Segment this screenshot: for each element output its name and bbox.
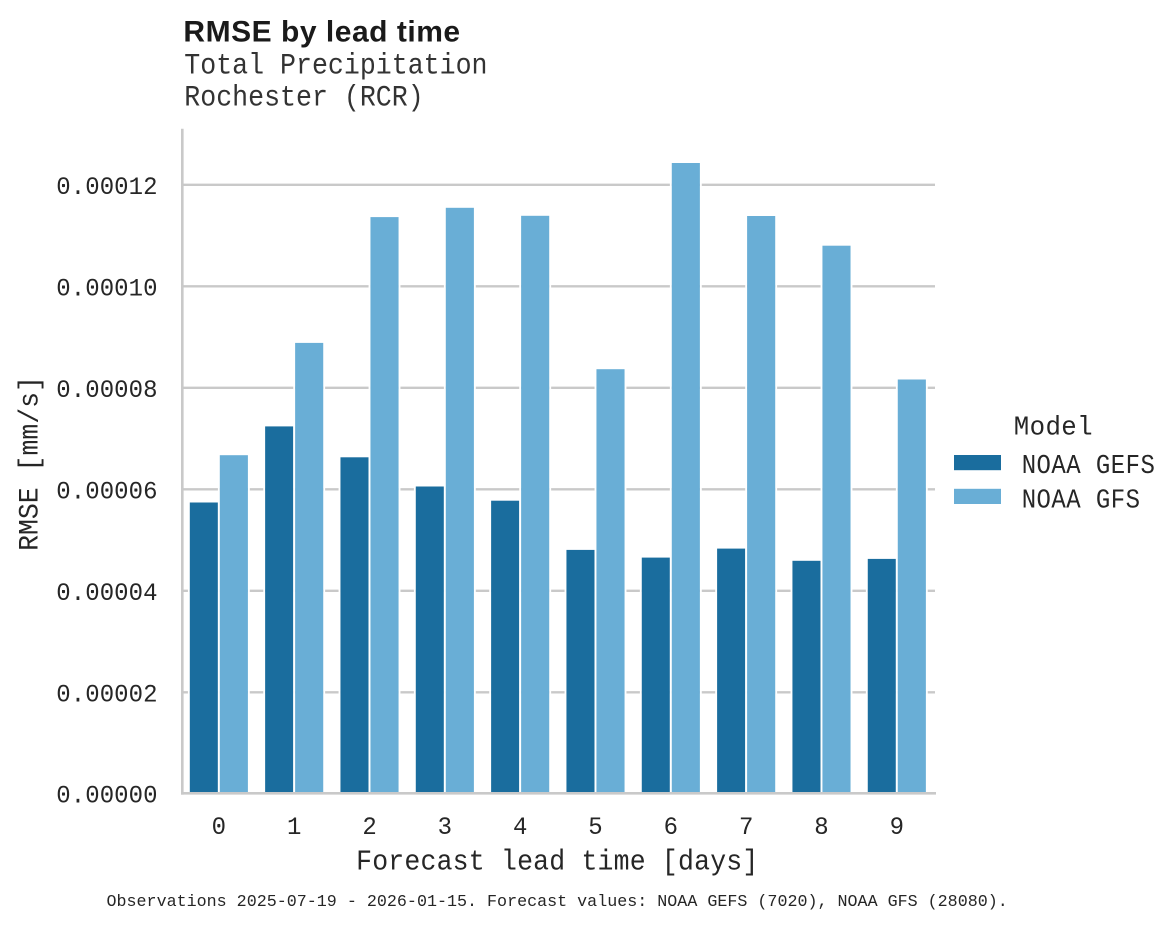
svg-text:0.00004: 0.00004 (56, 580, 157, 608)
svg-text:0.00002: 0.00002 (56, 682, 157, 710)
svg-text:Model: Model (1014, 412, 1093, 443)
svg-text:6: 6 (664, 815, 678, 843)
svg-text:0: 0 (212, 815, 226, 843)
svg-text:0.00008: 0.00008 (56, 377, 157, 405)
svg-text:Rochester (RCR): Rochester (RCR) (184, 82, 423, 114)
svg-text:0.00010: 0.00010 (56, 276, 157, 304)
svg-text:NOAA GFS: NOAA GFS (1022, 485, 1141, 515)
svg-text:2: 2 (362, 815, 376, 843)
svg-text:RMSE [mm/s]: RMSE [mm/s] (15, 376, 47, 551)
svg-text:0.00012: 0.00012 (56, 174, 157, 202)
svg-text:RMSE by lead time: RMSE by lead time (183, 15, 460, 48)
svg-text:3: 3 (438, 815, 452, 843)
svg-text:9: 9 (890, 815, 904, 843)
svg-text:0.00006: 0.00006 (56, 479, 157, 507)
svg-text:Observations 2025-07-19 - 2026: Observations 2025-07-19 - 2026-01-15. Fo… (107, 893, 1008, 912)
svg-text:7: 7 (739, 815, 753, 843)
svg-text:4: 4 (513, 815, 527, 843)
svg-text:8: 8 (814, 815, 828, 843)
svg-text:Total Precipitation: Total Precipitation (184, 50, 487, 82)
svg-text:NOAA GEFS: NOAA GEFS (1022, 451, 1156, 481)
svg-text:5: 5 (588, 815, 602, 843)
svg-text:0.00000: 0.00000 (56, 783, 157, 811)
svg-text:Forecast lead time [days]: Forecast lead time [days] (356, 847, 758, 879)
svg-text:1: 1 (287, 815, 301, 843)
